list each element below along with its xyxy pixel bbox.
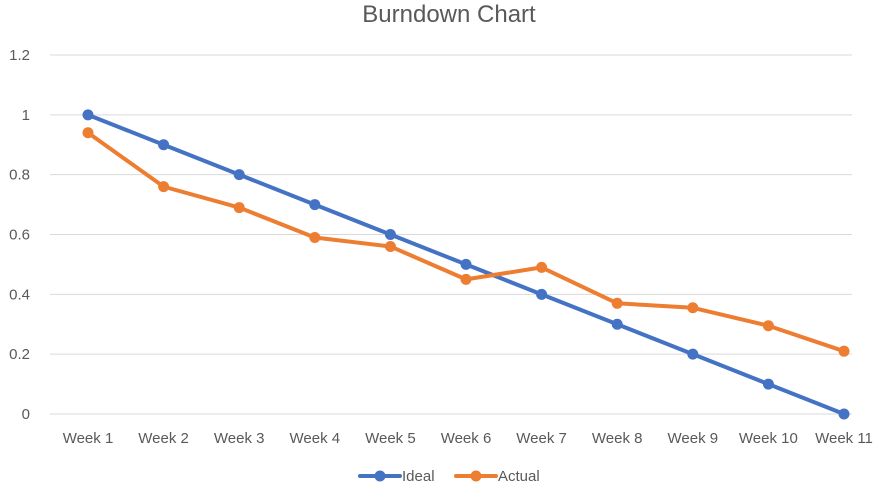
- y-tick-label: 0.8: [9, 167, 30, 184]
- data-point: [460, 258, 472, 270]
- x-tick-label: Week 9: [668, 430, 719, 447]
- gridlines: [50, 54, 852, 415]
- legend: Ideal Actual: [358, 468, 540, 485]
- y-axis-tick-labels: 0 0.2 0.4 0.6 0.8 1 1.2: [9, 47, 30, 423]
- y-tick-label: 0.4: [9, 286, 30, 303]
- data-point: [838, 345, 850, 357]
- y-tick-label: 1.2: [9, 47, 30, 64]
- chart-title: Burndown Chart: [362, 1, 536, 28]
- series-ideal: [82, 109, 850, 420]
- data-point: [460, 273, 472, 285]
- data-point: [536, 261, 548, 273]
- y-tick-label: 0.6: [9, 227, 30, 244]
- data-point: [82, 127, 94, 139]
- x-axis-tick-labels: Week 1 Week 2 Week 3 Week 4 Week 5 Week 6 Week…: [63, 430, 873, 447]
- legend-label: Actual: [498, 468, 540, 485]
- y-tick-label: 1: [22, 107, 30, 124]
- series-actual: [82, 127, 850, 357]
- data-point: [611, 318, 623, 330]
- data-point: [158, 139, 170, 151]
- x-tick-label: Week 5: [365, 430, 416, 447]
- x-tick-label: Week 10: [739, 430, 798, 447]
- x-tick-label: Week 11: [815, 430, 873, 447]
- legend-item-ideal: Ideal: [358, 468, 435, 485]
- data-point: [309, 231, 321, 243]
- series-lines: [82, 109, 850, 420]
- data-point: [384, 240, 396, 252]
- legend-marker: [470, 470, 482, 482]
- legend-marker: [374, 470, 386, 482]
- data-point: [233, 169, 245, 181]
- x-tick-label: Week 7: [516, 430, 567, 447]
- x-tick-label: Week 1: [63, 430, 114, 447]
- data-point: [82, 109, 94, 121]
- series-line-actual: [86, 130, 846, 354]
- y-tick-label: 0.2: [9, 346, 30, 363]
- x-tick-label: Week 8: [592, 430, 643, 447]
- data-point: [611, 297, 623, 309]
- legend-label: Ideal: [402, 468, 435, 485]
- data-point: [838, 408, 850, 420]
- x-tick-label: Week 3: [214, 430, 265, 447]
- data-point: [687, 348, 699, 360]
- data-point: [158, 181, 170, 193]
- data-point: [687, 302, 699, 314]
- y-tick-label: 0: [22, 406, 30, 423]
- data-point: [762, 320, 774, 332]
- data-point: [536, 288, 548, 300]
- x-tick-label: Week 6: [441, 430, 492, 447]
- data-point: [233, 202, 245, 214]
- data-point: [384, 229, 396, 240]
- x-tick-label: Week 4: [290, 430, 341, 447]
- legend-item-actual: Actual: [454, 468, 540, 485]
- data-point: [762, 378, 774, 390]
- data-point: [309, 199, 321, 211]
- x-tick-label: Week 2: [138, 430, 189, 447]
